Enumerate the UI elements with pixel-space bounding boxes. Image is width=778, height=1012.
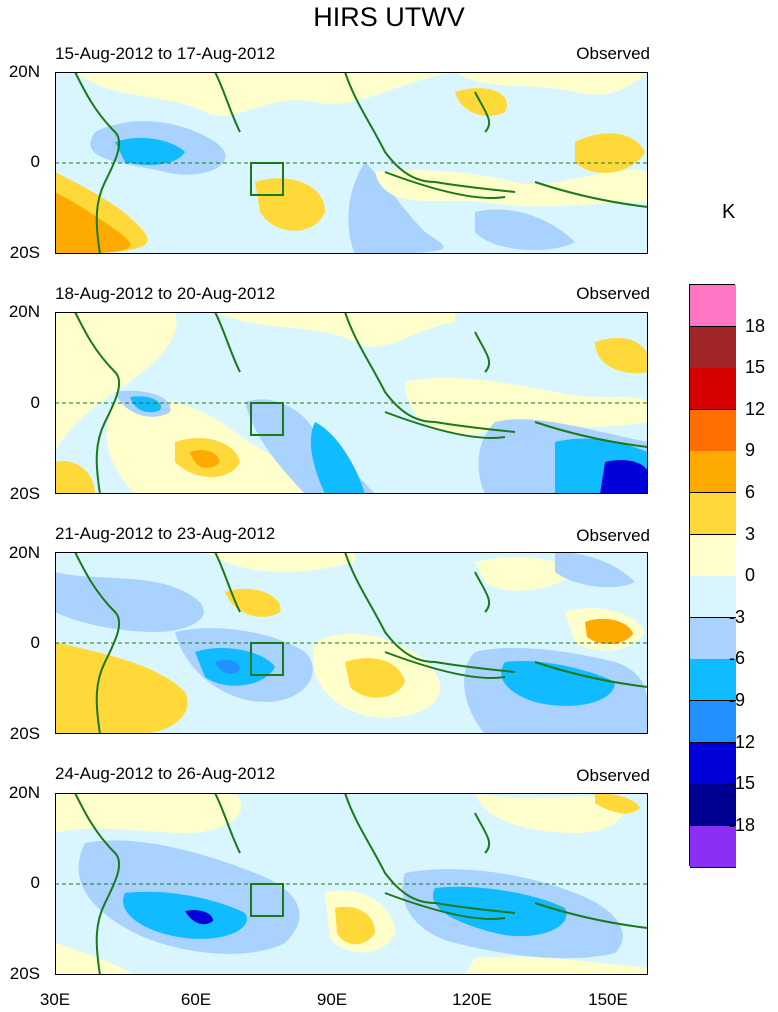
colorbar-tick-label: -12 bbox=[729, 731, 756, 752]
colorbar-tick-label: 6 bbox=[745, 482, 756, 502]
panel-2-label: Observed bbox=[576, 284, 650, 303]
colorbar-swatch bbox=[690, 825, 736, 868]
colorbar-swatch bbox=[690, 742, 736, 785]
panel-2-lat-20n: 20N bbox=[8, 302, 40, 321]
colorbar-tick-label: 15 bbox=[745, 357, 766, 378]
colorbar-swatch bbox=[690, 701, 736, 744]
colorbar-swatch bbox=[690, 784, 736, 827]
colorbar-swatch bbox=[690, 285, 736, 328]
colorbar-tick-label: 3 bbox=[745, 523, 756, 544]
panel-2-period: 18-Aug-2012 to 20-Aug-2012 bbox=[55, 284, 276, 303]
panel-2-lat-20s: 20S bbox=[9, 484, 40, 503]
colorbar-swatch bbox=[690, 451, 736, 494]
lon-label-30e: 30E bbox=[39, 990, 71, 1009]
colorbar-swatch bbox=[690, 409, 736, 452]
colorbar-unit: K bbox=[722, 201, 736, 223]
colorbar bbox=[689, 284, 736, 868]
lon-label-90e: 90E bbox=[316, 990, 348, 1009]
colorbar-swatch bbox=[690, 534, 736, 577]
colorbar-swatch bbox=[690, 659, 736, 702]
panel-3-lat-20n: 20N bbox=[8, 543, 40, 562]
panel-1-lat-20n: 20N bbox=[8, 62, 40, 81]
map-panel-3 bbox=[55, 552, 648, 734]
panel-3-lat-eq: 0 bbox=[30, 633, 40, 652]
colorbar-tick-label: 18 bbox=[745, 315, 766, 336]
panel-1-lat-20s: 20S bbox=[9, 243, 40, 262]
panel-3-label: Observed bbox=[576, 526, 650, 545]
colorbar-tick-label: 0 bbox=[745, 565, 756, 586]
colorbar-tick-label: -6 bbox=[729, 648, 746, 669]
colorbar-tick-label: -18 bbox=[729, 814, 756, 835]
panel-1-label: Observed bbox=[576, 44, 650, 63]
panel-4-period: 24-Aug-2012 to 26-Aug-2012 bbox=[55, 764, 276, 783]
panel-4-label: Observed bbox=[576, 766, 650, 785]
colorbar-swatch bbox=[690, 326, 736, 369]
panel-3-period: 21-Aug-2012 to 23-Aug-2012 bbox=[55, 524, 276, 543]
colorbar-swatch bbox=[690, 493, 736, 536]
panel-1-period: 15-Aug-2012 to 17-Aug-2012 bbox=[55, 44, 276, 63]
lon-label-150e: 150E bbox=[588, 990, 628, 1009]
colorbar-tick-label: 9 bbox=[745, 440, 756, 461]
colorbar-swatch bbox=[690, 576, 736, 619]
colorbar-swatch bbox=[690, 368, 736, 411]
panel-4-lat-20n: 20N bbox=[8, 783, 40, 802]
panel-4-lat-eq: 0 bbox=[30, 873, 40, 892]
colorbar-tick-label: 12 bbox=[745, 398, 766, 419]
map-panel-2 bbox=[55, 312, 648, 494]
map-panel-4 bbox=[55, 793, 648, 975]
lon-label-120e: 120E bbox=[452, 990, 492, 1009]
figure-title: HIRS UTWV bbox=[313, 2, 465, 32]
panel-2-lat-eq: 0 bbox=[30, 393, 40, 412]
map-panel-1 bbox=[55, 72, 648, 254]
colorbar-tick-label: -15 bbox=[729, 773, 756, 794]
panel-3-lat-20s: 20S bbox=[9, 724, 40, 743]
panel-1-lat-eq: 0 bbox=[30, 152, 40, 171]
panel-4-lat-20s: 20S bbox=[9, 964, 40, 983]
colorbar-swatch bbox=[690, 617, 736, 660]
colorbar-tick-label: -9 bbox=[729, 690, 746, 710]
colorbar-tick-label: -3 bbox=[729, 606, 746, 627]
lon-label-60e: 60E bbox=[180, 990, 212, 1009]
